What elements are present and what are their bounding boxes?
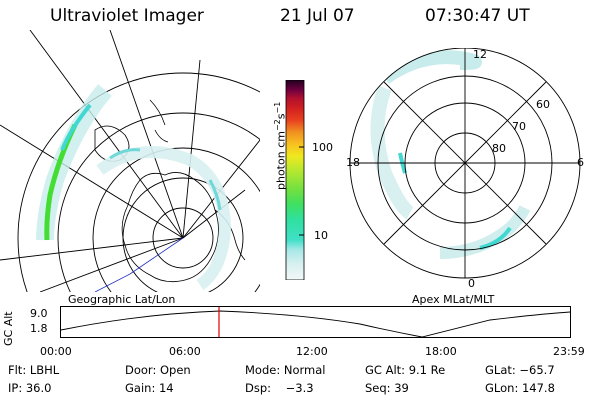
info-glon: GLon: 147.8 (485, 381, 555, 395)
aurora-patch (208, 179, 222, 211)
colorbar-tick-label-100: 100 (312, 141, 333, 154)
aurora-arc-faint (36, 84, 112, 241)
lon-line (182, 59, 201, 239)
lon-line (182, 189, 246, 239)
mlt-label-0: 0 (468, 277, 475, 290)
info-ip: IP: 36.0 (8, 381, 52, 395)
polar-plot (349, 48, 581, 279)
timeline-x-label-0: 00:00 (40, 345, 72, 358)
mlat-label-70: 70 (512, 120, 526, 133)
mlat-label-60: 60 (536, 98, 550, 111)
lon-line (0, 124, 184, 239)
timeline-x-label-3: 18:00 (425, 345, 457, 358)
colorbar-unit-label: photon cm−2s−1 (273, 101, 288, 190)
lon-line (109, 30, 184, 239)
aurora-oval-faint (96, 146, 232, 290)
lat-circle (152, 207, 214, 269)
aurora-oval-faint (380, 50, 482, 84)
info-gc-alt: GC Alt: 9.1 Re (365, 363, 446, 377)
timeline-y-label-top: 9.0 (30, 307, 48, 320)
info-gain: Gain: 14 (125, 381, 174, 395)
mlt-label-6: 6 (577, 156, 584, 169)
altitude-curve (60, 310, 571, 338)
mlt-line (383, 81, 547, 245)
antarctica-coastline (121, 172, 219, 283)
aurora-patch (479, 226, 512, 250)
orbit-track (129, 237, 184, 275)
colorbar (285, 80, 305, 280)
date-label: 21 Jul 07 (280, 6, 355, 26)
timeline-x-label-4: 23:59 (553, 345, 585, 358)
nz-coastline (149, 99, 169, 143)
info-door: Door: Open (125, 363, 191, 377)
aurora-patch (109, 148, 141, 160)
lon-line (0, 237, 184, 261)
info-filter: Flt: LBHL (8, 363, 60, 377)
info-seq: Seq: 39 (365, 381, 409, 395)
timeline-axis-label: GC Alt (2, 311, 15, 346)
mlt-label-18: 18 (346, 156, 360, 169)
aurora-arc-cyan (60, 103, 92, 151)
instrument-title: Ultraviolet Imager (50, 6, 204, 26)
lon-line (29, 30, 184, 239)
lon-line (39, 237, 184, 292)
orbit-track (94, 273, 131, 292)
timeline-y-label-bottom: 1.8 (30, 322, 48, 335)
apex-panel-label: Apex MLat/MLT (412, 293, 495, 306)
info-mode: Mode: Normal (245, 363, 326, 377)
altitude-timeline (60, 306, 571, 338)
info-glat: GLat: −65.7 (485, 363, 555, 377)
geographic-panel-label: Geographic Lat/Lon (68, 293, 176, 306)
info-dsp: Dsp: −3.3 (245, 381, 314, 395)
mlt-label-12: 12 (473, 48, 487, 61)
geographic-map (0, 30, 260, 292)
mlat-label-80: 80 (492, 142, 506, 155)
aurora-oval-faint (370, 85, 414, 220)
timeline-x-label-1: 06:00 (169, 345, 201, 358)
lat-circle (17, 72, 260, 292)
time-label: 07:30:47 UT (425, 6, 530, 26)
lat-circle (57, 112, 260, 292)
timeline-x-label-2: 12:00 (296, 345, 328, 358)
colorbar-tick-label-10: 10 (314, 229, 328, 242)
lat-circle (92, 147, 260, 292)
